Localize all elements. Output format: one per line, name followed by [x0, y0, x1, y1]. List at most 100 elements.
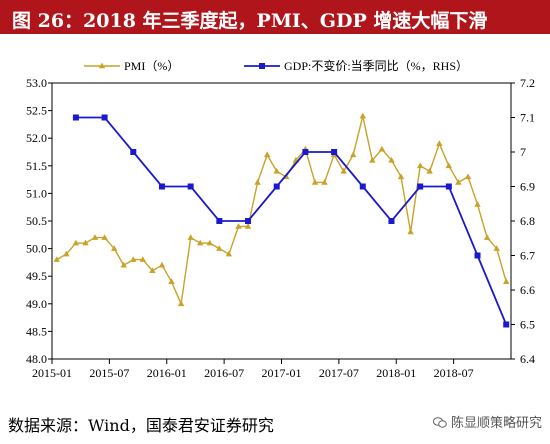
y-right-tick-label: 6.4 [520, 352, 535, 366]
pmi-point [397, 173, 405, 180]
x-tick-label: 2016-07 [204, 366, 244, 378]
legend-gdp-marker [259, 63, 265, 69]
legend: PMI（%） GDP:不变价:当季同比（%，RHS） [84, 58, 468, 73]
pmi-point [72, 239, 80, 246]
y-left-tick-label: 51.5 [26, 159, 47, 173]
pmi-point [63, 250, 70, 257]
pmi-point [244, 223, 252, 229]
gdp-line [75, 116, 508, 325]
gdp-point [359, 183, 366, 190]
pmi-point [503, 278, 510, 284]
y-right-tick-label: 7 [520, 145, 526, 159]
series [53, 112, 510, 328]
gdp-point [417, 183, 424, 190]
y-right-tick-label: 6.7 [520, 249, 535, 263]
gdp-point [158, 183, 165, 190]
gdp-point [331, 149, 338, 155]
axes: 48.0 48.5 49.0 49.5 50.0 50.5 51.0 51.5 52.0 52.5… [26, 76, 535, 378]
x-tick-label: 2017-07 [319, 366, 359, 378]
pmi-point [254, 179, 261, 185]
pmi-point [197, 239, 204, 246]
x-tick-label: 2015-01 [32, 366, 72, 378]
gdp-point [503, 321, 510, 328]
watermark-text: 陈显顺策略研究 [450, 416, 542, 431]
pmi-point [474, 201, 481, 207]
y-right-tick-label: 7.1 [520, 111, 535, 125]
pmi-point [493, 245, 500, 251]
y-right-tick-label: 6.5 [520, 318, 535, 332]
line-chart: 48.0 48.5 49.0 49.5 50.0 50.5 51.0 51.5 52.0 52.5… [26, 58, 535, 378]
legend-gdp-label: GDP:不变价:当季同比（%，RHS） [284, 58, 468, 73]
pmi-point [388, 156, 395, 163]
y-left-tick-label: 50.5 [26, 214, 47, 228]
pmi-point [455, 179, 462, 185]
y-right-tick-label: 7.2 [520, 76, 535, 90]
y-left-tick-label: 49.0 [26, 297, 47, 311]
pmi-point [158, 261, 166, 268]
pmi-point [311, 179, 319, 185]
gdp-point [474, 252, 481, 259]
pmi-point [350, 151, 357, 158]
pmi-point [436, 140, 443, 146]
y-left-tick-label: 48.0 [26, 352, 47, 366]
y-right-tick-label: 6.9 [520, 180, 535, 194]
y-left-tick-label: 50.0 [26, 242, 47, 256]
pmi-point [407, 228, 414, 235]
pmi-point [101, 234, 108, 240]
pmi-point [378, 145, 386, 152]
wechat-icon [432, 417, 447, 428]
pmi-point [417, 162, 424, 169]
plot-frame [51, 82, 512, 360]
x-tick-label: 2017-01 [262, 366, 302, 378]
gdp-point [388, 218, 395, 224]
gdp-point [245, 218, 252, 224]
x-tick-label: 2016-01 [147, 366, 187, 378]
plot-border [51, 82, 512, 360]
watermark: 陈显顺策略研究 [432, 412, 542, 431]
y-left-tick-label: 53.0 [26, 76, 47, 90]
gdp-point [216, 218, 223, 224]
pmi-point [216, 245, 223, 251]
pmi-point [321, 179, 328, 185]
x-tick-label: 2018-07 [434, 366, 474, 378]
y-left-tick-label: 48.5 [26, 324, 47, 338]
pmi-point [464, 173, 472, 180]
pmi-point [264, 151, 271, 158]
pmi-point [369, 156, 376, 163]
figure-title: 图 26：2018 年三季度起，PMI、GDP 增速大幅下滑 [12, 10, 488, 32]
pmi-point [340, 167, 347, 174]
pmi-point [177, 300, 185, 307]
pmi-point [359, 112, 366, 119]
pmi-point [235, 223, 242, 229]
x-tick-label: 2015-07 [89, 366, 129, 378]
y-left-tick-label: 52.5 [26, 104, 47, 118]
source-note: 数据来源：Wind，国泰君安证券研究 [8, 416, 274, 435]
pmi-point [426, 167, 433, 174]
pmi-point [206, 239, 213, 246]
pmi-point [273, 167, 280, 174]
y-right-tick-label: 6.8 [520, 214, 535, 228]
gdp-point [72, 114, 79, 121]
gdp-point [302, 149, 309, 155]
gdp-point [101, 114, 108, 121]
pmi-point [168, 278, 175, 284]
y-right-tick-label: 6.6 [520, 283, 535, 297]
legend-pmi-label: PMI（%） [124, 59, 179, 73]
title-bar: 图 26：2018 年三季度起，PMI、GDP 增速大幅下滑 [0, 0, 550, 34]
gdp-point [187, 183, 194, 190]
pmi-point [225, 250, 233, 257]
pmi-point [187, 234, 194, 240]
gdp-point [273, 183, 280, 190]
pmi-point [91, 234, 99, 240]
pmi-point [445, 162, 452, 169]
pmi-point [111, 245, 118, 251]
pmi-point [483, 234, 491, 240]
pmi-point [53, 256, 60, 262]
y-left-tick-label: 52.0 [26, 131, 47, 145]
x-tick-label: 2018-01 [376, 366, 416, 378]
gdp-point [445, 183, 452, 190]
y-left-tick-label: 51.0 [26, 186, 47, 200]
y-left-tick-label: 49.5 [26, 269, 47, 283]
pmi-point [82, 239, 89, 246]
gdp-point [130, 149, 137, 155]
